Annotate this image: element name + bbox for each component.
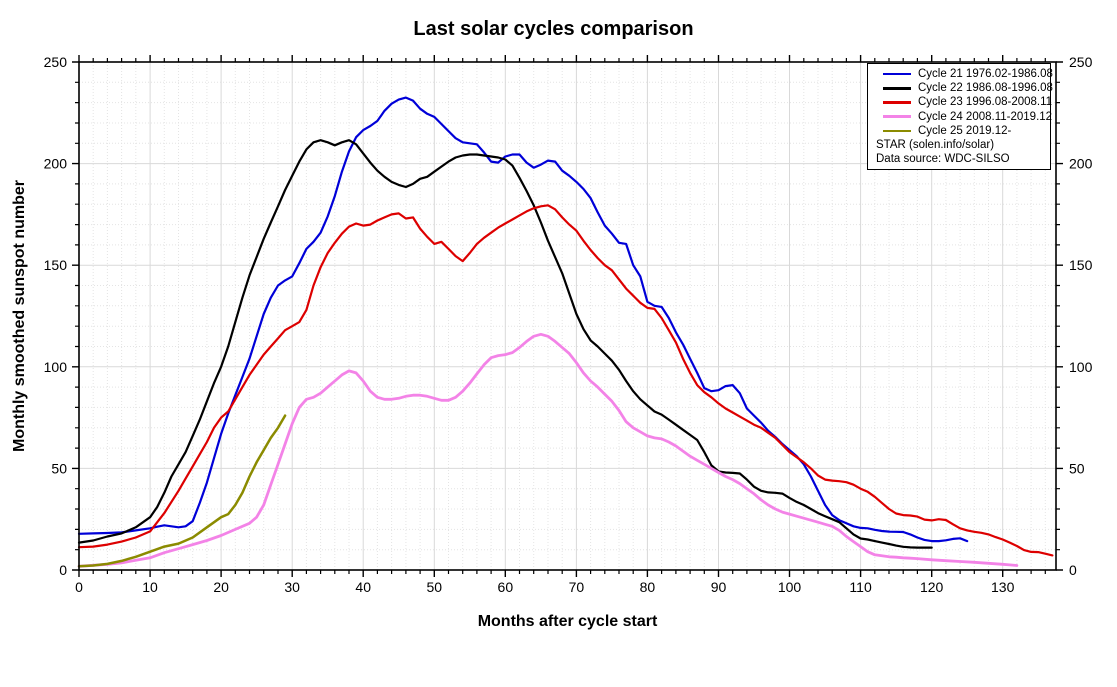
legend-label: Cycle 23 1996.08-2008.11 xyxy=(918,96,1053,109)
x-tick-label: 120 xyxy=(920,579,944,595)
major-ticks xyxy=(72,55,1063,577)
x-axis-label: Months after cycle start xyxy=(477,613,658,630)
legend-box: Cycle 21 1976.02-1986.08 Cycle 22 1986.08… xyxy=(867,63,1053,170)
x-tick-label: 110 xyxy=(849,579,872,595)
chart-title: Last solar cycles comparison xyxy=(413,18,694,40)
x-tick-label: 50 xyxy=(426,579,442,595)
minor-ticks xyxy=(75,58,1060,574)
legend-item: Cycle 21 1976.02-1986.08 xyxy=(868,67,1053,81)
legend-swatch-line xyxy=(883,101,911,104)
y-tick-label-right: 200 xyxy=(1069,156,1093,172)
y-tick-label-right: 150 xyxy=(1069,257,1093,273)
y-tick-label-left: 100 xyxy=(44,359,68,375)
y-tick-label-left: 250 xyxy=(44,54,68,70)
legend-swatch-line xyxy=(883,87,911,90)
series-line-23 xyxy=(77,204,1054,557)
y-tick-label-right: 250 xyxy=(1069,54,1093,70)
x-tick-label: 10 xyxy=(142,579,158,595)
series-line-25 xyxy=(77,414,287,568)
legend-item: Cycle 25 2019.12- xyxy=(868,124,1050,138)
x-tick-label: 60 xyxy=(498,579,514,595)
series-line-21 xyxy=(77,96,969,543)
legend-annotation: STAR (solen.info/solar) xyxy=(868,138,1050,152)
y-tick-label-left: 150 xyxy=(44,257,68,273)
legend-item: Cycle 24 2008.11-2019.12 xyxy=(868,110,1053,124)
y-tick-label-right: 50 xyxy=(1069,460,1085,476)
x-tick-label: 0 xyxy=(75,579,83,595)
y-tick-label-left: 200 xyxy=(44,156,68,172)
legend-label: Cycle 24 2008.11-2019.12 xyxy=(918,110,1053,123)
legend-label: Cycle 21 1976.02-1986.08 xyxy=(918,68,1053,80)
legend-annotation-text: Data source: WDC-SILSO xyxy=(876,153,1010,166)
major-gridlines xyxy=(79,62,1056,570)
x-tick-label: 40 xyxy=(355,579,371,595)
legend-annotation: Data source: WDC-SILSO xyxy=(868,152,1050,166)
x-tick-label: 30 xyxy=(284,579,300,595)
x-tick-label: 70 xyxy=(569,579,585,595)
legend-item: Cycle 22 1986.08-1996.08 xyxy=(868,81,1053,95)
x-tick-label: 90 xyxy=(711,579,727,595)
legend-item: Cycle 23 1996.08-2008.11 xyxy=(868,95,1053,109)
y-tick-label-left: 0 xyxy=(59,562,67,578)
series-line-24 xyxy=(77,332,1019,568)
legend-swatch-line xyxy=(883,72,911,76)
x-tick-label: 100 xyxy=(778,579,802,595)
legend-swatch-line xyxy=(883,115,911,118)
y-tick-label-left: 50 xyxy=(51,460,67,476)
legend-label: Cycle 22 1986.08-1996.08 xyxy=(918,82,1053,95)
legend-swatch-line xyxy=(883,129,911,133)
legend-label: Cycle 25 2019.12- xyxy=(918,124,1012,137)
y-tick-label-right: 0 xyxy=(1069,562,1077,578)
series-line-22 xyxy=(77,139,933,549)
x-tick-label: 130 xyxy=(991,579,1015,595)
x-tick-label: 20 xyxy=(213,579,229,595)
y-tick-label-right: 100 xyxy=(1069,359,1093,375)
plot-border xyxy=(78,61,1057,571)
x-tick-label: 80 xyxy=(640,579,656,595)
legend-annotation-text: STAR (solen.info/solar) xyxy=(876,138,995,151)
